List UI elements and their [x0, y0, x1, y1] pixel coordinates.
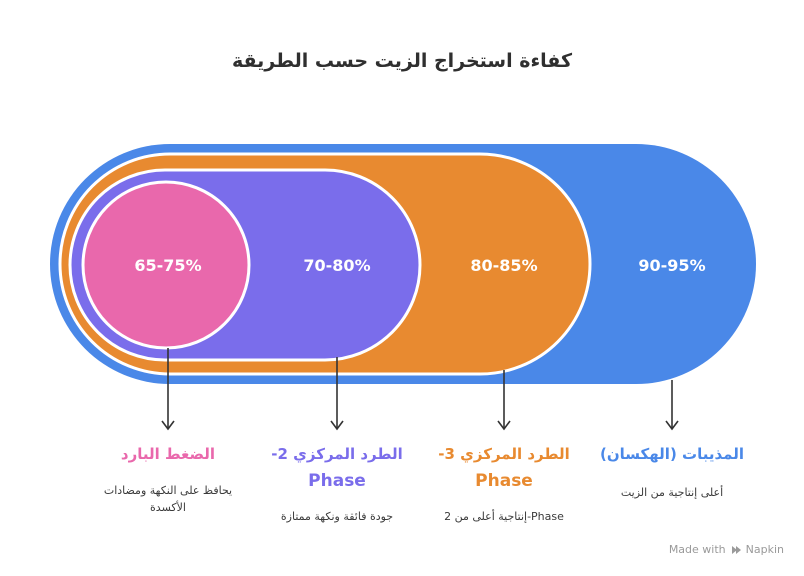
label-centrifuge-3-phase-line1: -الطرد المركزي 3	[438, 445, 570, 463]
desc-solvents: أعلى إنتاجية من الزيت	[620, 486, 724, 499]
desc-centrifuge-2-phase: جودة فائقة ونكهة ممتازة	[280, 510, 394, 523]
range-cold-press: 65-75%	[134, 256, 201, 275]
connector-arrows	[161, 348, 679, 431]
label-centrifuge-2-phase-line1: -الطرد المركزي 2	[271, 445, 403, 463]
shape-cold-press	[81, 180, 251, 350]
diagram-title: كفاءة استخراج الزيت حسب الطريقة	[231, 50, 573, 72]
label-cold-press: الضغط البارد	[88, 441, 248, 468]
label-solvents-line1: المذيبات (الهكسان)	[600, 445, 744, 463]
made-with-text: Made with	[668, 543, 726, 556]
napkin-brand-text: Napkin	[745, 543, 784, 556]
range-solvents: 90-95%	[638, 256, 705, 275]
desc-centrifuge-3-phase: Phase-إنتاجية أعلى من 2	[444, 510, 564, 523]
label-centrifuge-3-phase: -الطرد المركزي 3 Phase	[424, 441, 584, 495]
label-centrifuge-2-phase: -الطرد المركزي 2 Phase	[257, 441, 417, 495]
label-centrifuge-3-phase-line2: Phase	[475, 471, 533, 491]
napkin-logo-icon	[731, 545, 741, 554]
label-cold-press-line1: الضغط البارد	[120, 445, 216, 463]
label-solvents: المذيبات (الهكسان)	[592, 441, 752, 468]
label-centrifuge-2-phase-line2: Phase	[308, 471, 366, 491]
desc-cold-press: يحافظ على النكهة ومضادات الأكسدة	[103, 484, 233, 514]
range-centrifuge-3-phase: 80-85%	[470, 256, 537, 275]
range-centrifuge-2-phase: 70-80%	[303, 256, 370, 275]
made-with-napkin: Made with Napkin	[669, 543, 784, 556]
